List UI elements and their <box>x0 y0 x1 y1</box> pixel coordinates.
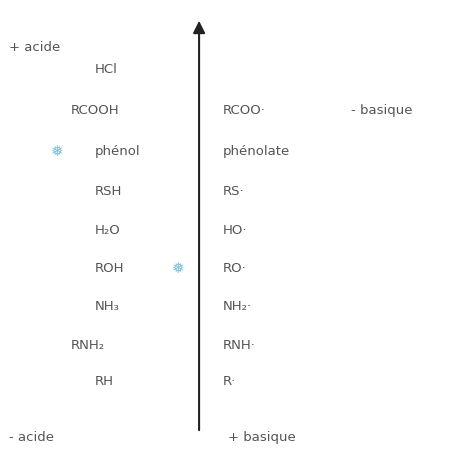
Text: + acide: + acide <box>9 41 61 54</box>
Text: R·: R· <box>223 375 236 387</box>
Text: RCOO·: RCOO· <box>223 104 265 117</box>
Text: - basique: - basique <box>351 104 412 117</box>
Text: phénolate: phénolate <box>223 145 290 157</box>
Text: RNH·: RNH· <box>223 339 255 351</box>
Text: - acide: - acide <box>9 431 55 444</box>
Text: RH: RH <box>95 375 114 387</box>
Text: ❅: ❅ <box>51 143 63 159</box>
Text: RO·: RO· <box>223 262 246 275</box>
Text: ❅: ❅ <box>172 261 184 276</box>
Text: RSH: RSH <box>95 185 122 198</box>
Text: RNH₂: RNH₂ <box>71 339 105 351</box>
Text: RCOOH: RCOOH <box>71 104 120 117</box>
Text: phénol: phénol <box>95 145 140 157</box>
Text: NH₂·: NH₂· <box>223 300 252 313</box>
Text: NH₃: NH₃ <box>95 300 119 313</box>
Text: RS·: RS· <box>223 185 245 198</box>
Text: HO·: HO· <box>223 224 247 236</box>
Text: + basique: + basique <box>228 431 295 444</box>
Text: HCl: HCl <box>95 64 118 76</box>
Text: ROH: ROH <box>95 262 124 275</box>
Text: H₂O: H₂O <box>95 224 120 236</box>
